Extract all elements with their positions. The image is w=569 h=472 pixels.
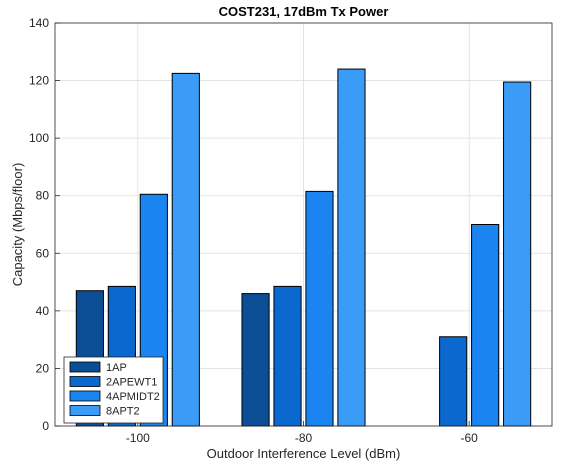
bar-8APT2--60	[503, 81, 532, 427]
x-tick-label: -100	[126, 431, 150, 445]
y-tick-label: 100	[29, 131, 49, 145]
y-tick-label: 140	[29, 16, 49, 30]
y-tick-label: 120	[29, 74, 49, 88]
y-tick-label: 40	[36, 304, 50, 318]
legend-label: 1AP	[106, 362, 127, 374]
y-axis: 0 20 40 60 80 100 120 140	[29, 16, 60, 433]
bar-2APEWT1--80	[273, 285, 302, 427]
y-tick-label: 20	[36, 361, 50, 375]
legend-swatch	[69, 376, 101, 387]
bar-2APEWT1--60	[439, 336, 468, 427]
bar-8APT2--80	[337, 68, 366, 427]
x-tick-label: -60	[460, 431, 478, 445]
y-axis-label: Capacity (Mbps/floor)	[10, 163, 25, 287]
y-tick-label: 60	[36, 246, 50, 260]
bar-8APT2--100	[171, 72, 200, 427]
legend-label: 2APEWT1	[106, 377, 157, 389]
legend: 1AP 2APEWT1 4APMIDT2 8APT2	[63, 356, 164, 424]
legend-swatch	[69, 405, 101, 416]
bar-4APMIDT2--60	[471, 224, 500, 427]
legend-label: 8APT2	[106, 406, 140, 418]
bar-4APMIDT2--80	[305, 190, 334, 427]
x-tick-label: -80	[295, 431, 313, 445]
x-axis: -100 -80 -60	[126, 421, 478, 445]
legend-label: 4APMIDT2	[106, 391, 160, 403]
legend-swatch	[69, 390, 101, 402]
chart-title: COST231, 17dBm Tx Power	[219, 4, 389, 19]
x-axis-label: Outdoor Interference Level (dBm)	[207, 446, 401, 461]
bar-1AP--80	[241, 293, 270, 427]
y-tick-label: 80	[36, 189, 50, 203]
legend-swatch	[69, 361, 101, 373]
y-tick-label: 0	[42, 419, 49, 433]
